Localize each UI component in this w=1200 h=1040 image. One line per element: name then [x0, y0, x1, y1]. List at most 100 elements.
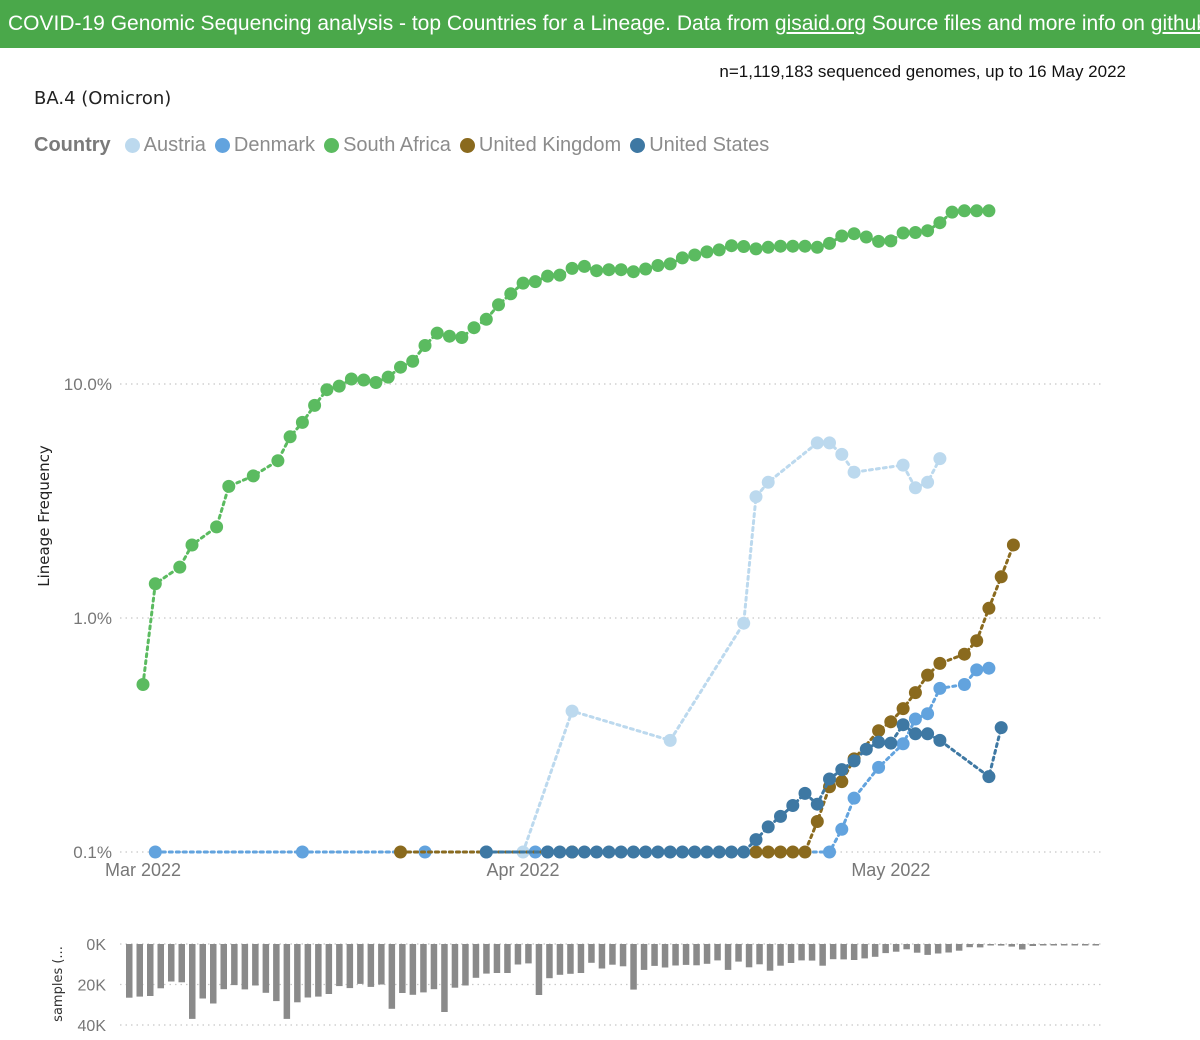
sample-bar[interactable]: [682, 944, 690, 965]
github-link[interactable]: github: [1150, 12, 1200, 35]
sample-bar[interactable]: [357, 944, 364, 984]
sample-bar[interactable]: [1050, 944, 1058, 946]
data-point[interactable]: [945, 205, 959, 219]
data-point[interactable]: [749, 242, 763, 256]
data-point[interactable]: [504, 287, 518, 301]
sample-bar[interactable]: [1029, 944, 1037, 946]
sample-bar[interactable]: [850, 944, 858, 960]
data-point[interactable]: [761, 845, 775, 859]
data-point[interactable]: [577, 259, 591, 273]
data-point[interactable]: [565, 845, 579, 859]
data-point[interactable]: [847, 465, 861, 479]
data-point[interactable]: [798, 845, 812, 859]
sample-bar[interactable]: [976, 944, 984, 948]
data-point[interactable]: [786, 799, 800, 812]
data-point[interactable]: [516, 276, 530, 290]
data-point[interactable]: [908, 226, 922, 239]
sample-bar[interactable]: [546, 944, 553, 979]
sample-bar[interactable]: [388, 944, 396, 1009]
sample-bar[interactable]: [147, 944, 154, 996]
data-point[interactable]: [675, 845, 689, 859]
sample-bar[interactable]: [840, 944, 847, 960]
data-point[interactable]: [528, 275, 542, 289]
data-point[interactable]: [847, 227, 861, 241]
data-point[interactable]: [810, 436, 824, 450]
sample-bar[interactable]: [619, 944, 627, 967]
sample-bar[interactable]: [126, 944, 133, 998]
sample-bar[interactable]: [157, 944, 165, 989]
sample-bar[interactable]: [409, 944, 417, 995]
sample-bar[interactable]: [787, 944, 795, 963]
sample-bar[interactable]: [168, 944, 175, 982]
data-point[interactable]: [479, 312, 493, 326]
data-point[interactable]: [725, 239, 738, 253]
sample-bar[interactable]: [451, 944, 459, 988]
series-denmark[interactable]: [148, 661, 996, 859]
sample-bar[interactable]: [756, 944, 763, 965]
data-point[interactable]: [663, 845, 677, 859]
data-point[interactable]: [148, 845, 162, 859]
data-point[interactable]: [577, 845, 591, 859]
data-point[interactable]: [982, 601, 996, 615]
data-point[interactable]: [810, 240, 824, 254]
sample-bar[interactable]: [514, 944, 522, 965]
data-point[interactable]: [810, 797, 824, 811]
data-point[interactable]: [749, 833, 763, 847]
gisaid-link[interactable]: gisaid.org: [774, 12, 866, 35]
data-point[interactable]: [859, 230, 873, 244]
data-point[interactable]: [823, 772, 836, 786]
data-point[interactable]: [872, 234, 886, 248]
data-point[interactable]: [798, 786, 812, 800]
legend-item-denmark[interactable]: Denmark: [214, 134, 315, 157]
sample-bar[interactable]: [714, 944, 721, 961]
data-point[interactable]: [896, 702, 910, 716]
data-point[interactable]: [761, 240, 775, 254]
sample-bar[interactable]: [346, 944, 354, 989]
data-point[interactable]: [786, 845, 800, 859]
sample-bar[interactable]: [420, 944, 427, 993]
data-point[interactable]: [933, 216, 947, 230]
sample-bar[interactable]: [262, 944, 270, 993]
sample-bar[interactable]: [567, 944, 574, 974]
data-point[interactable]: [553, 268, 567, 282]
data-point[interactable]: [418, 339, 432, 352]
data-point[interactable]: [872, 760, 886, 774]
sample-bar[interactable]: [525, 944, 532, 964]
sample-bar[interactable]: [430, 944, 438, 990]
data-point[interactable]: [774, 809, 787, 823]
sample-bar[interactable]: [651, 944, 658, 966]
data-point[interactable]: [737, 240, 751, 253]
data-point[interactable]: [908, 686, 922, 700]
sample-bar[interactable]: [325, 944, 333, 994]
data-point[interactable]: [246, 469, 260, 483]
data-point[interactable]: [173, 560, 187, 574]
data-point[interactable]: [210, 520, 224, 534]
sample-bar[interactable]: [1092, 944, 1100, 946]
data-point[interactable]: [663, 257, 677, 271]
sample-bar[interactable]: [441, 944, 448, 1012]
sample-bar[interactable]: [693, 944, 700, 966]
sample-bar[interactable]: [871, 944, 879, 957]
data-point[interactable]: [982, 661, 996, 675]
data-point[interactable]: [835, 822, 849, 836]
sample-bar[interactable]: [745, 944, 753, 968]
data-point[interactable]: [859, 742, 873, 756]
data-point[interactable]: [835, 775, 849, 789]
data-point[interactable]: [541, 845, 555, 859]
sample-bar[interactable]: [945, 944, 952, 953]
data-point[interactable]: [774, 845, 787, 859]
legend-item-south-africa[interactable]: South Africa: [324, 134, 451, 157]
data-point[interactable]: [700, 845, 714, 859]
sample-bar[interactable]: [609, 944, 616, 965]
data-point[interactable]: [774, 239, 787, 253]
data-point[interactable]: [663, 733, 677, 747]
data-point[interactable]: [185, 538, 199, 552]
data-point[interactable]: [467, 321, 481, 335]
data-point[interactable]: [725, 845, 738, 859]
sample-bar[interactable]: [661, 944, 669, 968]
data-point[interactable]: [590, 264, 604, 278]
data-point[interactable]: [553, 845, 567, 859]
sample-bar[interactable]: [598, 944, 606, 969]
sample-bar[interactable]: [556, 944, 564, 975]
sample-bar[interactable]: [798, 944, 805, 961]
